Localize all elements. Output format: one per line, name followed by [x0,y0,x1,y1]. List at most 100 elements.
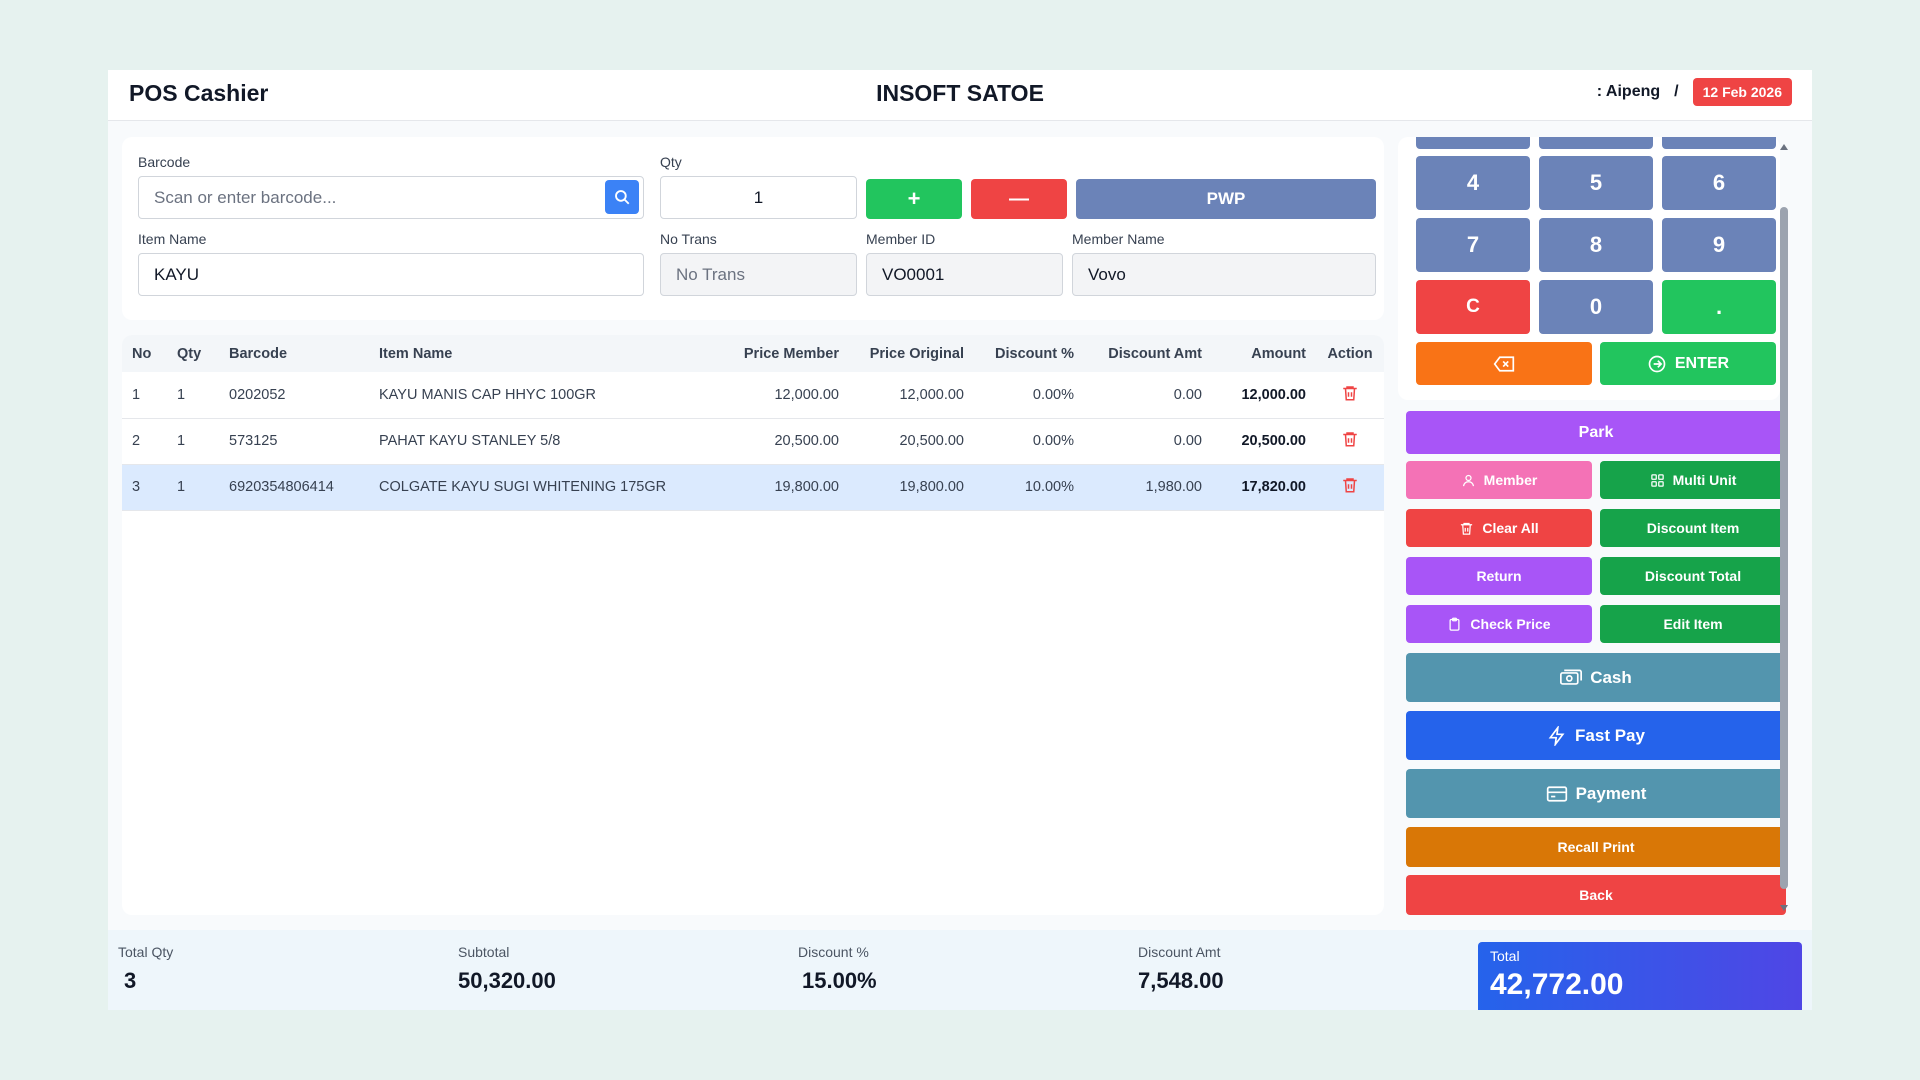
enter-button[interactable]: ENTER [1600,342,1776,385]
delete-row-button[interactable] [1316,464,1384,510]
member-button[interactable]: Member [1406,461,1592,499]
grand-total-box: Total 42,772.00 [1478,942,1802,1010]
cell-item-name: PAHAT KAYU STANLEY 5/8 [379,433,561,449]
cell-barcode: 573125 [229,433,278,449]
total-qty-label: Total Qty [118,944,174,960]
entry-form: Barcode Scan or enter barcode... Qty 1 +… [122,137,1384,320]
header-separator: / [1674,83,1679,100]
cell-discount-amt: 0.00 [1173,386,1202,403]
numpad-key-6[interactable]: 6 [1662,156,1776,210]
cell-qty: 1 [177,386,186,403]
table-row[interactable]: 2 1 573125 PAHAT KAYU STANLEY 5/8 20,500… [122,418,1384,464]
recall-print-button[interactable]: Recall Print [1406,827,1786,867]
barcode-label: Barcode [138,154,191,170]
discount-total-button[interactable]: Discount Total [1600,557,1786,595]
no-trans-input[interactable]: No Trans [660,253,857,296]
grand-total-value: 42,772.00 [1490,968,1624,1001]
backspace-button[interactable] [1416,342,1592,385]
enter-label: ENTER [1674,354,1730,372]
discount-pct-value: 15.00% [802,968,877,993]
qty-input[interactable]: 1 [660,176,857,219]
back-button[interactable]: Back [1406,875,1786,915]
multi-unit-button[interactable]: Multi Unit [1600,461,1786,499]
numpad-key-partial[interactable] [1539,137,1653,149]
col-price-member: Price Member [743,345,839,362]
cell-price-member: 12,000.00 [774,386,839,403]
credit-card-icon [1546,785,1567,802]
member-name-label: Member Name [1072,231,1165,247]
scroll-up-arrow-icon[interactable] [1779,143,1789,151]
check-price-label: Check Price [1470,616,1551,632]
item-name-input[interactable]: KAYU [138,253,644,296]
park-button[interactable]: Park [1406,411,1786,454]
clear-all-button[interactable]: Clear All [1406,509,1592,547]
cell-item-name: KAYU MANIS CAP HHYC 100GR [379,386,597,403]
cell-amount: 17,820.00 [1241,479,1306,495]
total-qty-value: 3 [124,968,137,993]
discount-item-button[interactable]: Discount Item [1600,509,1786,547]
user-name: : Aipeng [1596,83,1661,100]
numpad-key-partial[interactable] [1662,137,1776,149]
col-amount: Amount [1251,345,1306,362]
numpad-key-partial[interactable] [1416,137,1530,149]
scrollbar-thumb[interactable] [1780,207,1788,889]
cash-button[interactable]: Cash [1406,653,1786,702]
cell-no: 1 [132,386,141,403]
payment-label: Payment [1575,783,1647,803]
qty-minus-button[interactable]: — [971,179,1067,219]
delete-row-button[interactable] [1316,418,1384,464]
cell-barcode: 6920354806414 [229,479,334,495]
date-badge: 12 Feb 2026 [1692,78,1792,106]
numpad-key-dot[interactable]: . [1662,280,1776,334]
trash-icon [1461,522,1473,535]
scroll-down-arrow-icon[interactable] [1779,904,1789,912]
table-header-row: No Qty Barcode Item Name Price Member Pr… [122,335,1384,372]
backspace-icon [1493,355,1515,372]
cell-price-original: 12,000.00 [899,386,964,403]
cell-discount-amt: 1,980.00 [1145,479,1202,495]
qty-plus-button[interactable]: + [866,179,962,219]
numpad-key-0[interactable]: 0 [1539,280,1653,334]
col-qty: Qty [177,345,202,362]
edit-item-button[interactable]: Edit Item [1600,605,1786,643]
lightning-icon [1548,725,1565,746]
numpad-key-9[interactable]: 9 [1662,218,1776,272]
numpad-key-4[interactable]: 4 [1416,156,1530,210]
grand-total-label: Total [1490,948,1520,964]
cell-price-original: 20,500.00 [899,433,964,449]
multi-unit-label: Multi Unit [1672,472,1737,488]
cell-discount-amt: 0.00 [1173,433,1202,449]
cell-no: 3 [132,479,141,495]
payment-button[interactable]: Payment [1406,769,1786,818]
app-title: POS Cashier [129,80,269,106]
member-id-input[interactable]: VO0001 [866,253,1063,296]
pos-window: POS Cashier INSOFT SATOE : Aipeng / 12 F… [108,70,1812,1010]
cash-label: Cash [1590,667,1632,687]
cell-discount-pct: 10.00% [1024,479,1074,495]
grid-icon [1650,473,1664,487]
header-bar: POS Cashier INSOFT SATOE : Aipeng / 12 F… [108,70,1812,121]
member-name-input[interactable]: Vovo [1072,253,1376,296]
table-row[interactable]: 3 1 6920354806414 COLGATE KAYU SUGI WHIT… [122,464,1384,510]
check-price-button[interactable]: Check Price [1406,605,1592,643]
numpad-clear-button[interactable]: C [1416,280,1530,334]
cell-discount-pct: 0.00% [1032,386,1074,403]
fast-pay-button[interactable]: Fast Pay [1406,711,1786,760]
member-label: Member [1483,472,1538,488]
barcode-search-button[interactable] [605,180,639,214]
cell-price-member: 20,500.00 [774,433,839,449]
cash-icon [1560,669,1583,685]
pwp-button[interactable]: PWP [1076,179,1376,219]
cell-qty: 1 [177,479,186,495]
cell-amount: 12,000.00 [1241,386,1306,403]
barcode-input[interactable]: Scan or enter barcode... [138,176,644,219]
table-row[interactable]: 1 1 0202052 KAYU MANIS CAP HHYC 100GR 12… [122,372,1384,418]
trash-icon [1343,478,1357,493]
cell-price-member: 19,800.00 [774,479,839,495]
right-panel-scrollbar[interactable] [1776,137,1792,920]
return-button[interactable]: Return [1406,557,1592,595]
numpad-key-5[interactable]: 5 [1539,156,1653,210]
numpad-key-7[interactable]: 7 [1416,218,1530,272]
delete-row-button[interactable] [1316,372,1384,418]
numpad-key-8[interactable]: 8 [1539,218,1653,272]
